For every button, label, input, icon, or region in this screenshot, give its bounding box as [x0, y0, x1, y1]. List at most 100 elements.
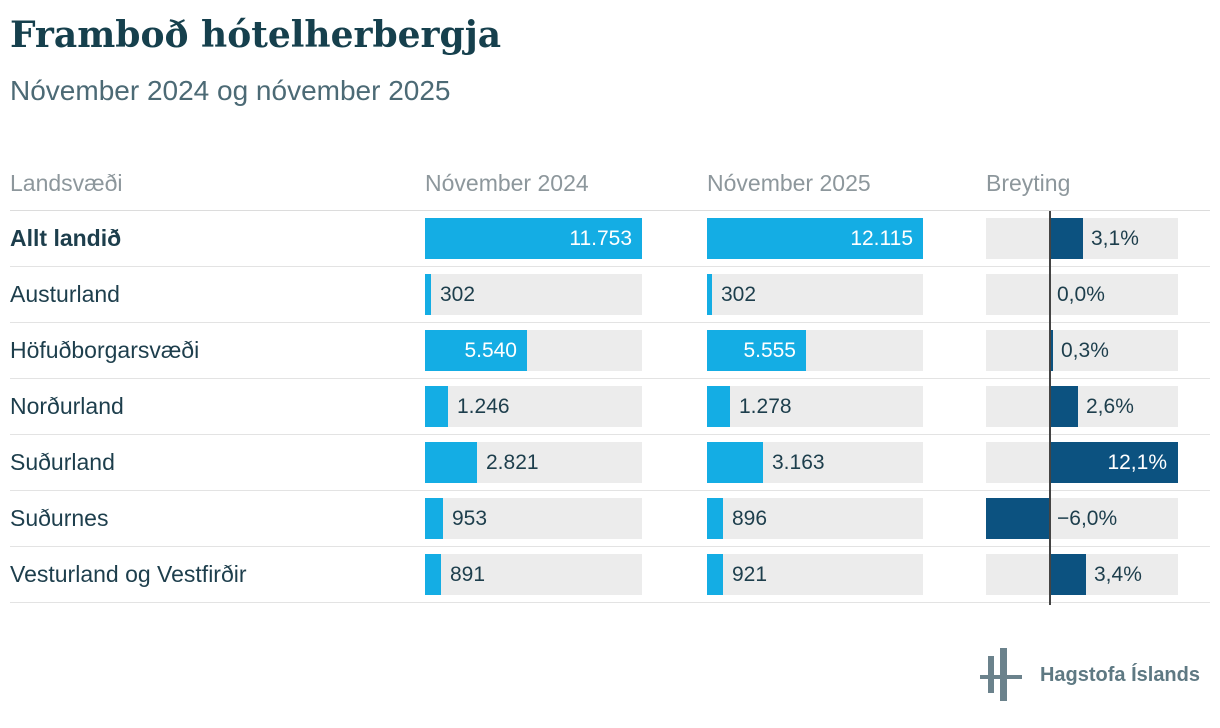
bar-november-2024 [425, 386, 448, 428]
bar-track: 302 [425, 274, 642, 316]
zero-axis-line [1049, 211, 1051, 606]
bar-track: 5.540 [425, 330, 642, 372]
value-cell: 3.163 [707, 442, 986, 484]
change-bar-track: −6,0% [986, 498, 1178, 540]
bar-value-label: 0,3% [1061, 339, 1109, 363]
bar-breyting [1050, 218, 1083, 260]
row-label: Suðurnes [10, 505, 109, 532]
bar-november-2025 [707, 386, 730, 428]
bar-value-label: 5.555 [743, 339, 796, 363]
bar-value-label: 3,1% [1091, 227, 1139, 251]
bar-november-2025 [707, 498, 723, 540]
value-cell: 5.555 [707, 330, 986, 372]
bar-value-label: 302 [440, 283, 476, 307]
table-header-row: Landsvæði Nóvember 2024 Nóvember 2025 Br… [10, 153, 1210, 212]
bar-track: 3.163 [707, 442, 923, 484]
bar-track: 12.115 [707, 218, 923, 260]
bar-track: 2.821 [425, 442, 642, 484]
change-bar-track: 3,1% [986, 218, 1178, 260]
change-bar-track: 2,6% [986, 386, 1178, 428]
bar-value-label: 12,1% [1107, 451, 1167, 475]
bar-track: 953 [425, 498, 642, 540]
bar-value-label: 302 [721, 283, 757, 307]
bar-november-2025 [707, 330, 806, 372]
bar-track: 891 [425, 554, 642, 596]
bar-november-2025 [707, 218, 923, 260]
value-cell: 5.540 [425, 330, 707, 372]
value-cell: 891 [425, 554, 707, 596]
bar-value-label: 12.115 [850, 227, 913, 251]
bar-value-label: 891 [450, 563, 486, 587]
bar-chart-table: Landsvæði Nóvember 2024 Nóvember 2025 Br… [10, 153, 1210, 606]
bar-value-label: 1.278 [739, 395, 792, 419]
column-header-breyting: Breyting [986, 170, 1071, 197]
table-row: Suðurland 2.821 3.163 12,1% [10, 435, 1210, 492]
row-label: Suðurland [10, 449, 115, 476]
change-bar-track: 12,1% [986, 442, 1178, 484]
bar-value-label: 11.753 [569, 227, 632, 251]
change-cell: 0,0% [986, 274, 1210, 316]
value-cell: 1.246 [425, 386, 707, 428]
table-body: Allt landið 11.753 12.115 3,1% Austurland 302… [10, 211, 1210, 604]
table-row: Vesturland og Vestfirðir 891 921 3,4% [10, 547, 1210, 604]
bar-track: 1.246 [425, 386, 642, 428]
bar-breyting [1050, 386, 1078, 428]
change-cell: −6,0% [986, 498, 1210, 540]
bar-track: 5.555 [707, 330, 923, 372]
page-title: Framboð hótelherbergja [10, 14, 502, 56]
bar-november-2024 [425, 330, 527, 372]
bar-value-label: 1.246 [457, 395, 510, 419]
table-row: Norðurland 1.246 1.278 2,6% [10, 379, 1210, 436]
bar-value-label: 953 [452, 507, 488, 531]
bar-track: 1.278 [707, 386, 923, 428]
bar-november-2025 [707, 554, 723, 596]
bar-november-2024 [425, 498, 443, 540]
bar-value-label: 2,6% [1086, 395, 1134, 419]
column-header-november-2025: Nóvember 2025 [707, 170, 871, 197]
bar-value-label: 3.163 [772, 451, 825, 475]
change-cell: 3,4% [986, 554, 1210, 596]
bar-track: 11.753 [425, 218, 642, 260]
value-cell: 12.115 [707, 218, 986, 260]
bar-value-label: 5.540 [464, 339, 517, 363]
value-cell: 896 [707, 498, 986, 540]
table-row: Höfuðborgarsvæði 5.540 5.555 0,3% [10, 323, 1210, 380]
row-label: Allt landið [10, 225, 122, 252]
change-cell: 3,1% [986, 218, 1210, 260]
table-row: Suðurnes 953 896 −6,0% [10, 491, 1210, 548]
change-cell: 2,6% [986, 386, 1210, 428]
value-cell: 921 [707, 554, 986, 596]
bar-november-2025 [707, 442, 763, 484]
row-label: Höfuðborgarsvæði [10, 337, 200, 364]
bar-breyting [1050, 554, 1086, 596]
value-cell: 302 [707, 274, 986, 316]
bar-value-label: −6,0% [1057, 507, 1118, 531]
table-row: Austurland 302 302 0,0% [10, 267, 1210, 324]
column-header-november-2024: Nóvember 2024 [425, 170, 589, 197]
bar-breyting [1050, 330, 1053, 372]
change-bar-track: 0,0% [986, 274, 1178, 316]
bar-value-label: 2.821 [486, 451, 539, 475]
bar-track: 302 [707, 274, 923, 316]
table-row: Allt landið 11.753 12.115 3,1% [10, 211, 1210, 268]
logo-right-bar [999, 648, 1007, 701]
bar-value-label: 3,4% [1094, 563, 1142, 587]
value-cell: 302 [425, 274, 707, 316]
row-label: Norðurland [10, 393, 124, 420]
column-header-landsvaedi: Landsvæði [10, 170, 123, 197]
bar-value-label: 0,0% [1057, 283, 1105, 307]
value-cell: 11.753 [425, 218, 707, 260]
bar-november-2025 [707, 274, 712, 316]
bar-november-2024 [425, 218, 642, 260]
bar-track: 921 [707, 554, 923, 596]
logo-left-bar [987, 656, 994, 693]
footer-brand-text: Hagstofa Íslands [1039, 663, 1200, 686]
change-bar-track: 0,3% [986, 330, 1178, 372]
bar-value-label: 896 [732, 507, 768, 531]
logo-horizontal-bar [979, 675, 1022, 679]
row-label: Austurland [10, 281, 120, 308]
value-cell: 2.821 [425, 442, 707, 484]
bar-november-2024 [425, 274, 431, 316]
bar-track: 896 [707, 498, 923, 540]
